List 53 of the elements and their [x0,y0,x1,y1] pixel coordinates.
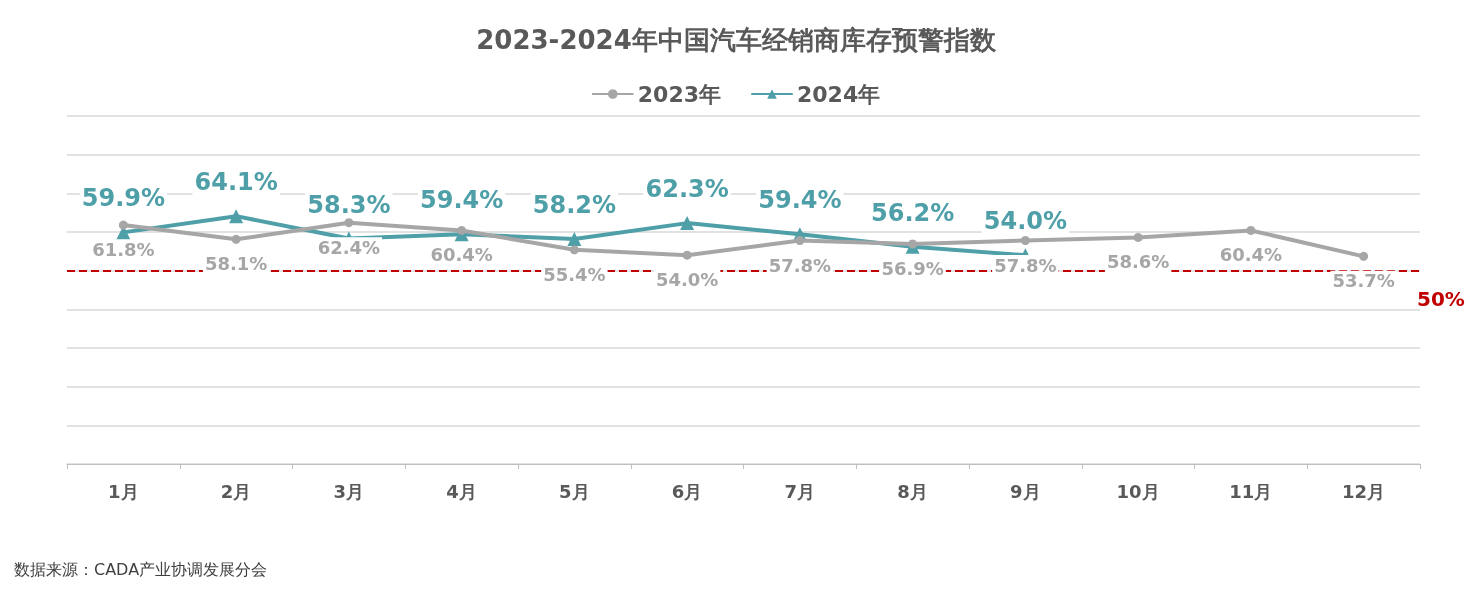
point [795,236,805,245]
point [567,231,582,246]
x-tick-label: 4月 [446,480,477,502]
point [231,234,241,244]
x-tick-label: 2月 [220,480,252,502]
data-label: 56.2% [870,198,955,227]
point [908,239,918,249]
point [118,220,128,230]
x-tick-label: 3月 [333,480,365,502]
data-label: 56.9% [881,257,944,279]
data-label: 62.4% [317,236,381,258]
chart-title: 2023-2024年中国汽车经销商库存预警指数 [476,25,997,55]
data-label: 59.4% [758,186,842,215]
point [344,218,354,228]
x-tick-label: 10月 [1116,480,1160,502]
data-label: 53.7% [1332,270,1395,292]
x-tick-label: 11月 [1229,480,1273,502]
data-label: 61.8% [92,239,155,261]
legend-label: 2024年 [797,81,881,107]
point [1020,236,1030,245]
x-tick-label: 8月 [897,480,928,502]
point [229,209,244,224]
x-tick-label: 12月 [1342,480,1386,502]
x-tick-label: 6月 [671,480,703,502]
data-label: 58.1% [204,253,268,275]
data-label: 62.3% [645,175,729,204]
data-label: 64.1% [194,168,278,197]
x-tick-label: 9月 [1010,480,1041,502]
data-label: 54.0% [983,207,1068,236]
point [1246,225,1256,235]
data-label: 58.2% [532,190,617,219]
point [682,250,692,260]
legend-label: 2023年 [637,81,721,107]
data-label: 58.6% [1106,251,1170,273]
ref-line-label: 50% [1417,286,1465,311]
data-label: 58.3% [307,190,391,219]
point [569,245,579,255]
point [1359,251,1369,261]
point [457,225,467,235]
point [1133,232,1143,242]
x-tick-label: 5月 [559,480,590,502]
data-label: 59.9% [81,184,166,213]
data-label: 55.4% [543,263,606,285]
data-label: 54.0% [655,269,719,291]
data-label: 59.4% [419,186,504,215]
data-label: 60.4% [1219,244,1283,266]
data-label: 57.8% [994,254,1057,276]
data-label: 57.8% [768,254,832,276]
source-note: 数据来源：CADA产业协调发展分会 [14,559,268,579]
point [680,216,695,231]
x-tick-label: 1月 [108,480,139,502]
data-label: 60.4% [430,244,493,266]
x-tick-label: 7月 [784,480,816,502]
